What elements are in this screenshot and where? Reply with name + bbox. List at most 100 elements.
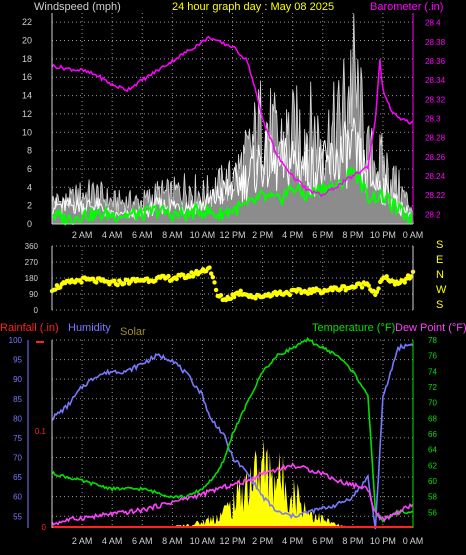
dir-y-tick: 90 xyxy=(29,290,38,299)
x-tick-label: 2 PM xyxy=(252,536,273,546)
humidity-tick: 85 xyxy=(13,395,22,404)
x-tick-label: 6 AM xyxy=(132,230,153,240)
humidity-tick: 100 xyxy=(9,336,23,345)
wind-direction-point xyxy=(238,288,243,293)
wind-direction-point xyxy=(125,278,130,283)
wind-direction-point xyxy=(94,280,99,285)
x-tick-label: 8 PM xyxy=(342,536,363,546)
wind-direction-point xyxy=(166,273,171,279)
dew-point-legend: Dew Point (°F) xyxy=(395,322,466,334)
x-tick-label: 10 PM xyxy=(370,230,396,240)
wind-direction-point xyxy=(174,276,179,282)
y-left-tick: 0 xyxy=(27,219,32,229)
x-tick-label: 10 AM xyxy=(190,536,216,546)
temperature-tick: 72 xyxy=(428,383,437,392)
dir-y-tick: 0 xyxy=(34,306,39,315)
dew-point-line xyxy=(51,462,414,526)
wind-direction-point xyxy=(409,274,414,279)
wind-direction-point xyxy=(374,289,380,295)
x-tick-label: 4 AM xyxy=(102,536,123,546)
wind-direction-point xyxy=(404,276,409,281)
y-right-tick: 28.32 xyxy=(425,95,446,104)
wind-direction-point xyxy=(371,288,376,294)
temperature-tick: 78 xyxy=(428,336,437,345)
dir-compass-label: W xyxy=(436,284,447,296)
x-tick-label: 6 PM xyxy=(312,230,333,240)
wind-direction-point xyxy=(209,271,214,276)
wind-axis-label: Windspeed (mph) xyxy=(34,1,121,13)
y-left-tick: 20 xyxy=(22,36,32,46)
wind-direction-point xyxy=(384,274,389,279)
temperature-tick: 66 xyxy=(428,430,437,439)
x-tick-label: 4 PM xyxy=(282,536,303,546)
x-tick-label: 0 AM xyxy=(403,536,424,546)
wind-direction-point xyxy=(366,283,371,288)
humidity-tick: 55 xyxy=(13,512,22,521)
climate-panel: 100 95 90 85 80 75 70 65 60 55 78 76 74 72 70 68 66 64 62 6… xyxy=(9,336,438,546)
temperature-tick: 58 xyxy=(428,493,437,502)
wind-direction-point xyxy=(207,265,212,270)
y-right-tick: 28.3 xyxy=(425,115,441,124)
wind-direction-point xyxy=(79,280,84,285)
y-right-tick: 28.22 xyxy=(425,191,446,200)
wind-direction-point xyxy=(236,292,242,297)
temperature-tick: 70 xyxy=(428,399,437,408)
y-right-tick: 28.4 xyxy=(425,19,441,28)
wind-speed-line xyxy=(51,117,414,221)
wind-direction-point xyxy=(212,280,217,285)
temperature-line xyxy=(51,336,414,523)
x-tick-label: 6 AM xyxy=(132,536,153,546)
y-right-tick: 28.36 xyxy=(425,57,446,66)
x-tick-label: 10 PM xyxy=(370,536,396,546)
dir-compass-label: N xyxy=(436,269,444,281)
x-tick-label: 10 AM xyxy=(190,230,216,240)
rainfall-legend: Rainfall (.in) xyxy=(0,322,59,334)
y-left-tick: 4 xyxy=(27,182,32,192)
humidity-tick: 60 xyxy=(13,493,22,502)
wind-direction-point xyxy=(402,280,407,285)
wind-direction-point xyxy=(307,287,312,292)
graph-title: 24 hour graph day : May 08 2025 xyxy=(172,1,334,13)
barometer-line xyxy=(51,35,414,198)
wind-direction-point xyxy=(210,275,215,280)
y-right-tick: 28.34 xyxy=(425,76,446,85)
x-tick-label: 2 AM xyxy=(72,230,93,240)
temperature-tick: 60 xyxy=(428,477,437,486)
wind-direction-point xyxy=(376,286,381,291)
y-right-tick: 28.2 xyxy=(425,210,441,219)
wind-direction-point xyxy=(359,285,365,290)
temperature-tick: 56 xyxy=(428,508,437,517)
dir-y-tick: 180 xyxy=(25,274,39,283)
y-right-tick: 28.28 xyxy=(425,134,446,143)
x-tick-label: 6 PM xyxy=(312,536,333,546)
y-right-tick: 28.24 xyxy=(425,172,446,181)
x-tick-label: 2 PM xyxy=(252,230,273,240)
wind-direction-point xyxy=(115,282,120,288)
wind-direction-point xyxy=(253,296,258,301)
temperature-tick: 74 xyxy=(428,367,437,376)
y-left-tick: 18 xyxy=(22,54,32,64)
wind-direction-point xyxy=(341,284,347,289)
wind-direction-point xyxy=(53,287,58,292)
y-left-tick: 16 xyxy=(22,72,32,82)
humidity-legend: Humidity xyxy=(68,322,111,334)
humidity-tick: 80 xyxy=(13,414,22,423)
wind-direction-point xyxy=(213,287,219,293)
solar-legend: Solar xyxy=(120,326,146,338)
x-tick-label: 8 PM xyxy=(342,230,363,240)
temperature-tick: 68 xyxy=(428,414,437,423)
wind-direction-point xyxy=(122,281,127,286)
wind-direction-point xyxy=(187,274,192,279)
wind-direction-point xyxy=(218,293,224,298)
x-tick-label: 8 AM xyxy=(162,536,183,546)
wind-direction-point xyxy=(297,287,302,292)
wind-direction-point xyxy=(145,276,150,281)
rain-tick: 0.1 xyxy=(35,427,47,436)
x-tick-label: 2 AM xyxy=(72,536,93,546)
y-right-tick: 28.26 xyxy=(425,153,446,162)
humidity-tick: 90 xyxy=(13,375,22,384)
wind-baro-panel: 0 2 4 6 8 10 12 14 16 18 20 22 28.2 28.22 28.24 28.26 28… xyxy=(22,13,446,240)
humidity-line xyxy=(51,343,414,530)
y-left-tick: 14 xyxy=(22,91,32,101)
